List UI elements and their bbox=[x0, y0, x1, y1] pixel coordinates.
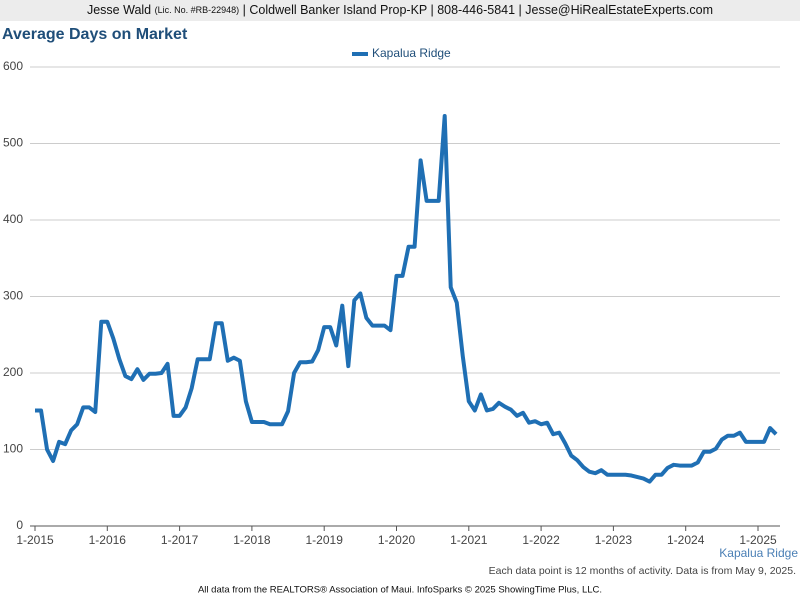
footer: All data from the REALTORS® Association … bbox=[198, 585, 602, 596]
header: Jesse Wald (Lic. No. #RB-22948) | Coldwe… bbox=[87, 3, 713, 17]
x-tick-label: 1-2019 bbox=[306, 533, 344, 547]
chart-title: Average Days on Market bbox=[2, 26, 188, 43]
x-tick-label: 1-2018 bbox=[233, 533, 271, 547]
y-tick-label: 300 bbox=[3, 289, 23, 303]
y-tick-label: 0 bbox=[16, 518, 23, 532]
x-tick-label: 1-2017 bbox=[161, 533, 199, 547]
y-tick-label: 200 bbox=[3, 365, 23, 379]
y-tick-label: 600 bbox=[3, 59, 23, 73]
y-tick-label: 400 bbox=[3, 212, 23, 226]
header-bar bbox=[0, 0, 800, 21]
header-name: Jesse Wald bbox=[87, 3, 151, 17]
y-tick-label: 500 bbox=[3, 136, 23, 150]
x-tick-label: 1-2023 bbox=[595, 533, 633, 547]
x-tick-label: 1-2016 bbox=[89, 533, 127, 547]
x-tick-label: 1-2022 bbox=[522, 533, 560, 547]
data-note: Each data point is 12 months of activity… bbox=[489, 565, 796, 577]
x-tick-label: 1-2015 bbox=[16, 533, 54, 547]
x-tick-label: 1-2025 bbox=[739, 533, 777, 547]
line-series bbox=[35, 113, 778, 484]
y-tick-label: 100 bbox=[3, 442, 23, 456]
x-tick-label: 1-2021 bbox=[450, 533, 488, 547]
header-license: (Lic. No. #RB-22948) bbox=[155, 5, 240, 15]
legend-label: Kapalua Ridge bbox=[372, 46, 451, 60]
series-corner-label: Kapalua Ridge bbox=[719, 546, 798, 560]
header-details: | Coldwell Banker Island Prop-KP | 808-4… bbox=[243, 3, 713, 17]
x-tick-label: 1-2020 bbox=[378, 533, 416, 547]
x-tick-label: 1-2024 bbox=[667, 533, 705, 547]
